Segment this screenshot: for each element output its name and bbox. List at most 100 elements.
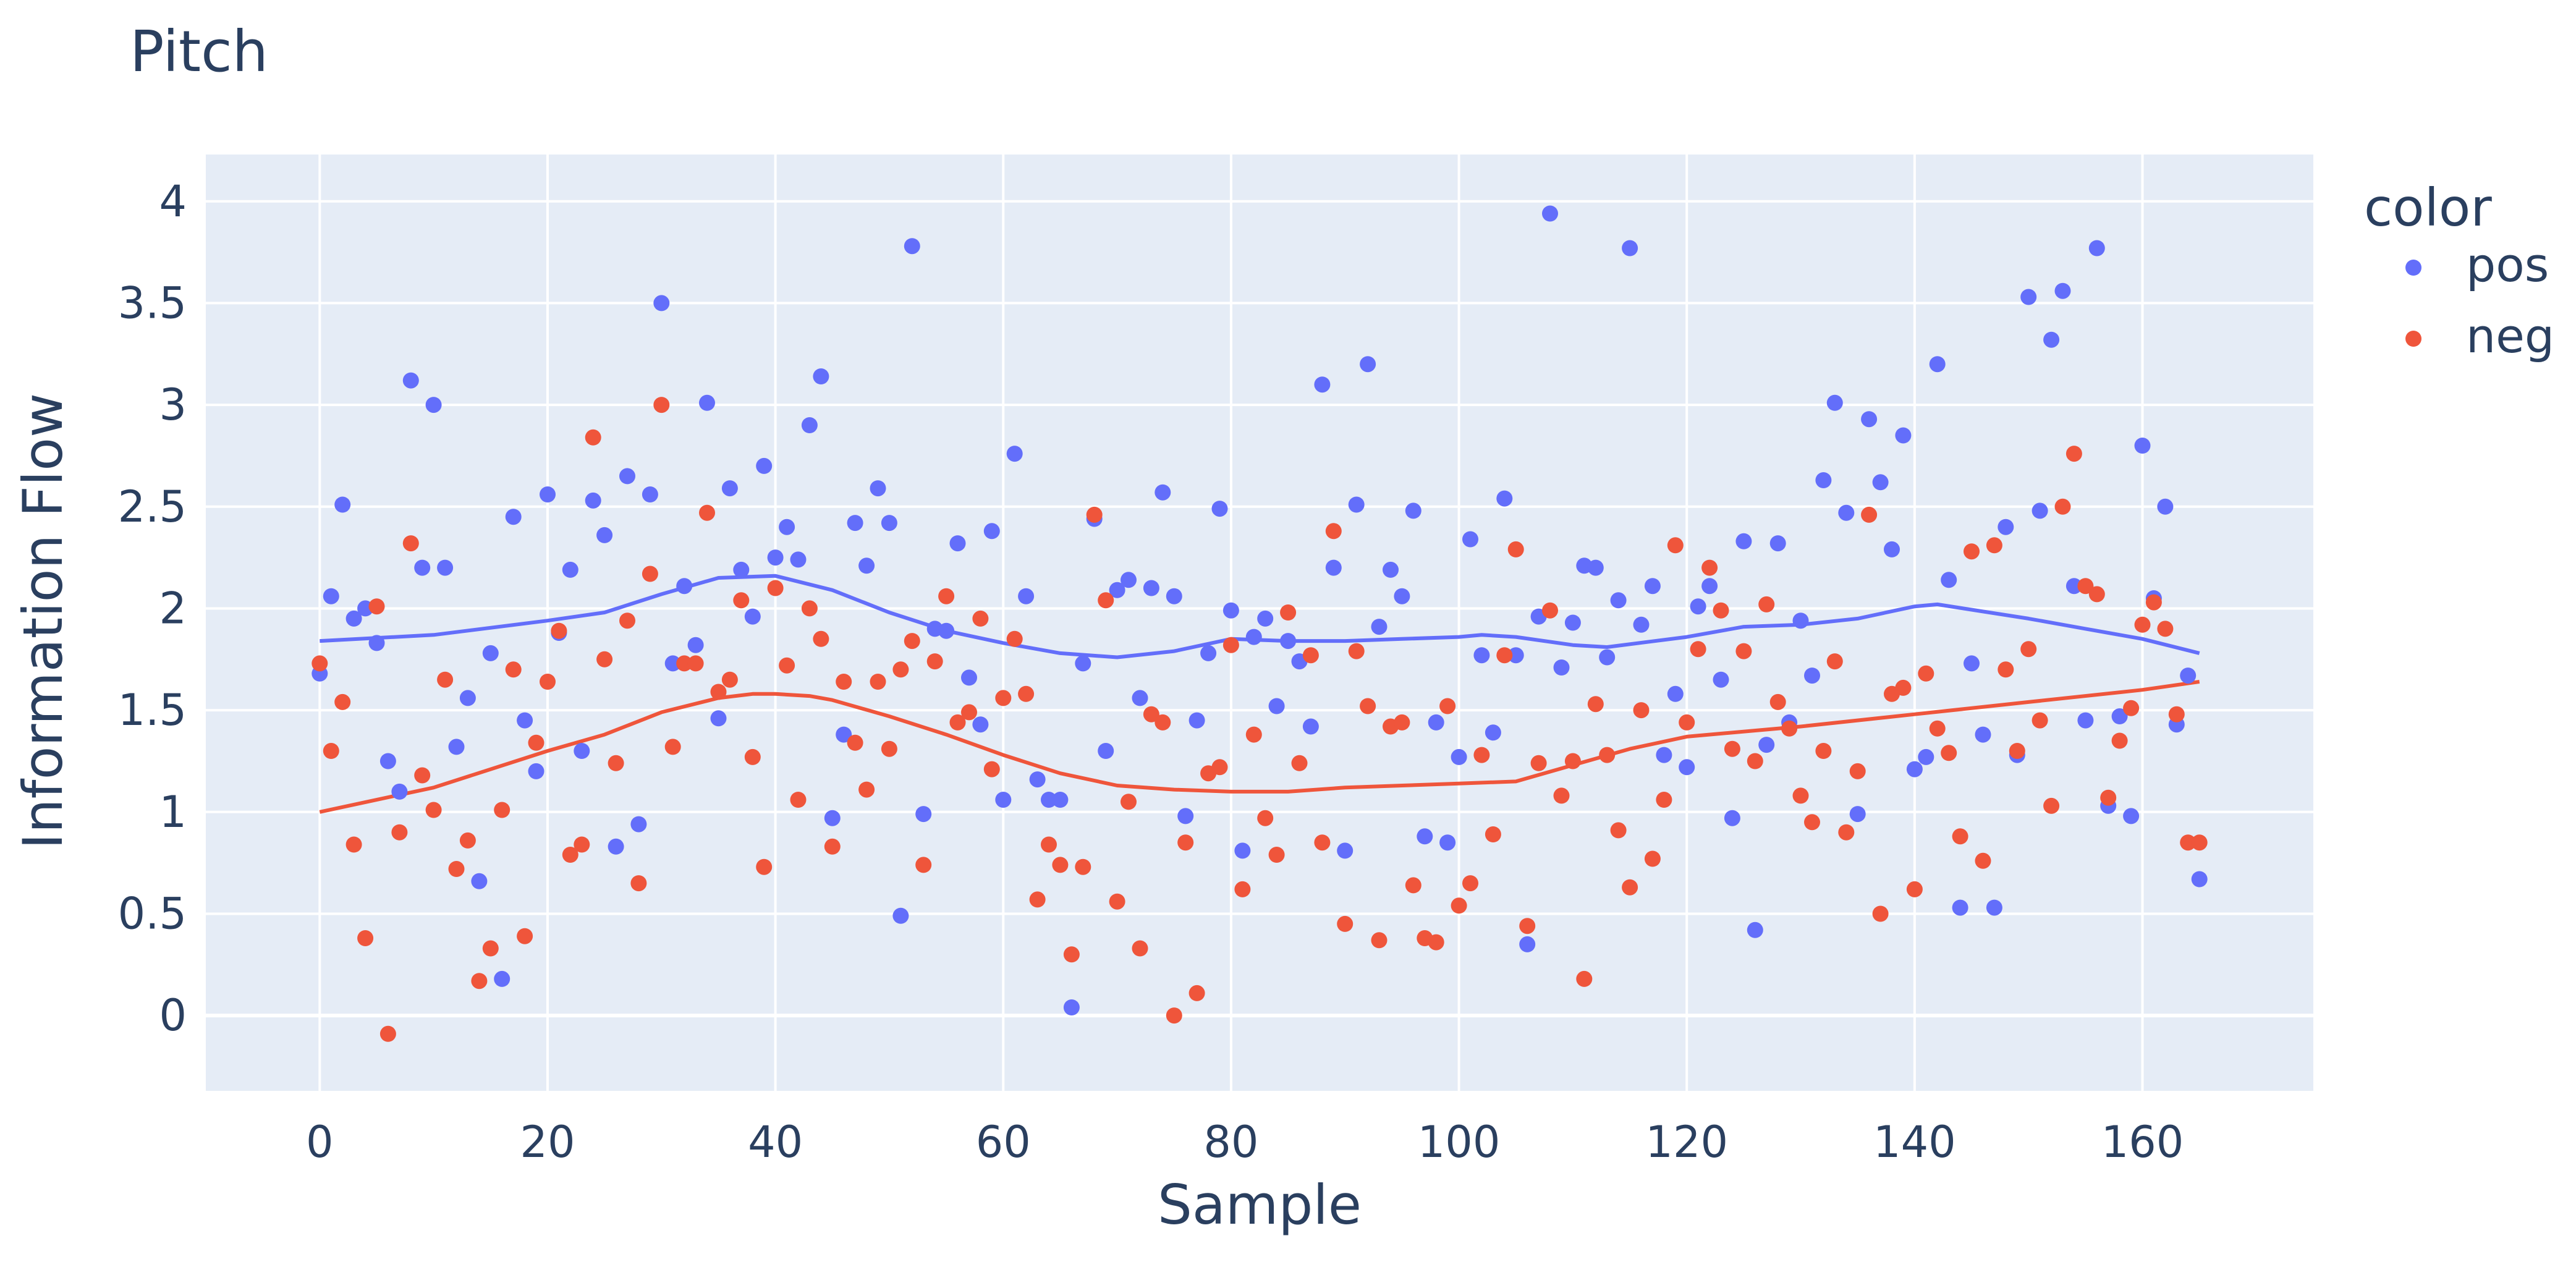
x-axis-title: Sample — [1158, 1173, 1362, 1237]
neg-point — [995, 690, 1012, 706]
pos-point — [402, 372, 419, 389]
neg-point — [1439, 698, 1456, 714]
points-layer — [311, 205, 2208, 1042]
neg-point — [2043, 797, 2060, 814]
pos-point — [1952, 899, 1968, 916]
pos-point — [1451, 748, 1467, 765]
pos-point — [961, 669, 977, 686]
neg-point — [2145, 594, 2162, 611]
neg-point — [482, 940, 499, 957]
pos-point — [1121, 572, 1137, 588]
pos-point — [1337, 842, 1354, 859]
neg-point — [801, 600, 818, 617]
neg-point — [494, 802, 511, 818]
pos-point — [653, 295, 670, 311]
neg-point — [1337, 915, 1354, 932]
neg-point — [1587, 696, 1604, 713]
neg-point — [1553, 787, 1570, 804]
neg-point — [642, 566, 658, 582]
neg-point — [1542, 602, 1558, 619]
neg-point — [505, 661, 522, 678]
pos-point — [676, 578, 693, 595]
pos-point — [1405, 502, 1421, 519]
pos-point — [1690, 598, 1706, 615]
pos-point — [1644, 578, 1661, 595]
pos-point — [448, 739, 465, 755]
y-axis-title: Information Flow — [11, 393, 75, 849]
neg-point — [1507, 541, 1524, 557]
neg-point — [1143, 706, 1159, 722]
legend-marker-icon — [2405, 260, 2421, 276]
pos-point — [2032, 502, 2048, 519]
pos-point — [1564, 614, 1581, 631]
pos-point — [1257, 610, 1274, 627]
neg-point — [2123, 700, 2140, 716]
neg-point — [2168, 706, 2185, 722]
y-tick-label: 1.5 — [118, 685, 187, 735]
pos-point — [1724, 810, 1740, 826]
neg-point — [459, 832, 476, 849]
legend-item-neg[interactable]: neg — [2405, 308, 2554, 363]
neg-point — [2054, 498, 2071, 515]
pos-point — [2043, 331, 2060, 348]
neg-point — [1906, 881, 1923, 897]
pos-point — [721, 480, 738, 497]
pos-point — [2054, 282, 2071, 299]
pos-point — [437, 559, 454, 576]
pos-point — [1542, 205, 1558, 222]
neg-point — [1941, 745, 1957, 761]
pos-point — [2020, 289, 2037, 305]
neg-point — [619, 612, 635, 629]
neg-point — [608, 755, 624, 771]
pos-point — [334, 496, 351, 513]
neg-point — [1872, 905, 1889, 922]
neg-point — [1109, 893, 1125, 910]
pos-point — [368, 635, 385, 651]
pos-point — [1975, 726, 1991, 743]
x-tick-label: 120 — [1645, 1117, 1728, 1167]
pos-point — [1507, 647, 1524, 664]
pos-point — [1462, 531, 1478, 548]
neg-point — [1929, 720, 1946, 737]
neg-point — [311, 655, 328, 672]
neg-point — [585, 429, 601, 446]
x-tick-label: 0 — [306, 1117, 334, 1167]
neg-point — [1952, 828, 1968, 845]
pos-point — [585, 492, 601, 509]
pos-point — [1485, 724, 1501, 741]
pos-point — [517, 712, 533, 729]
pos-point — [1245, 629, 1262, 645]
neg-point — [744, 748, 761, 765]
y-tick-label: 4 — [159, 176, 187, 227]
neg-point — [1713, 602, 1729, 619]
neg-point — [1177, 834, 1194, 851]
pos-point — [892, 907, 909, 924]
legend[interactable]: color pos neg — [2364, 177, 2554, 363]
pos-point — [756, 457, 773, 474]
pos-point — [733, 561, 750, 578]
pos-point — [1018, 588, 1035, 604]
pos-point — [425, 397, 442, 413]
pos-point — [1861, 411, 1878, 428]
pos-point — [642, 486, 658, 502]
pos-point — [1838, 504, 1855, 521]
neg-point — [368, 598, 385, 615]
pos-point — [870, 480, 886, 497]
neg-point — [687, 655, 704, 672]
neg-point — [1986, 537, 2002, 554]
pos-point — [1200, 645, 1217, 661]
pos-point — [379, 753, 396, 769]
legend-item-pos[interactable]: pos — [2405, 237, 2549, 292]
pos-point — [687, 637, 704, 653]
pos-point — [1633, 616, 1650, 633]
neg-trendline — [319, 680, 2200, 814]
neg-point — [1280, 604, 1297, 621]
pos-point — [2180, 667, 2197, 684]
pos-point — [505, 509, 522, 525]
neg-point — [1394, 714, 1410, 731]
legend-items[interactable]: pos neg — [2405, 237, 2554, 363]
neg-point — [1371, 932, 1388, 949]
pos-point — [1222, 602, 1239, 619]
neg-point — [414, 767, 431, 784]
pos-point — [664, 655, 681, 672]
